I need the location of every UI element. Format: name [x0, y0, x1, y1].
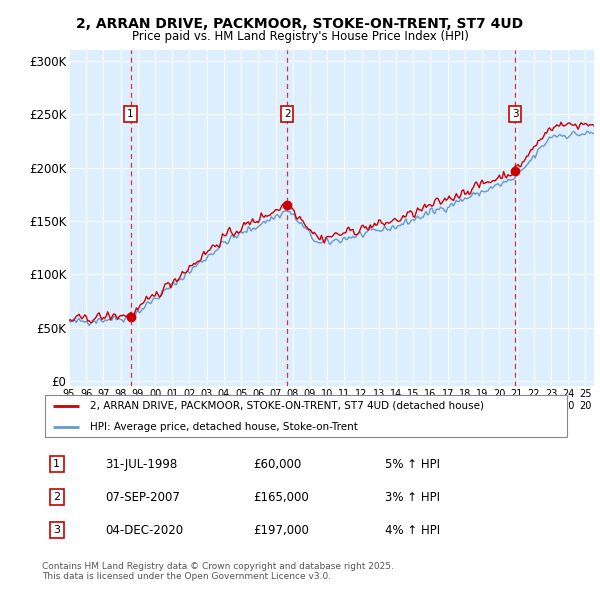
- Text: £165,000: £165,000: [253, 490, 309, 504]
- Text: 3: 3: [512, 109, 518, 119]
- Text: 1: 1: [127, 109, 134, 119]
- Text: 3% ↑ HPI: 3% ↑ HPI: [385, 490, 440, 504]
- Text: Contains HM Land Registry data © Crown copyright and database right 2025.
This d: Contains HM Land Registry data © Crown c…: [42, 562, 394, 581]
- Text: 2, ARRAN DRIVE, PACKMOOR, STOKE-ON-TRENT, ST7 4UD: 2, ARRAN DRIVE, PACKMOOR, STOKE-ON-TRENT…: [76, 17, 524, 31]
- Text: Price paid vs. HM Land Registry's House Price Index (HPI): Price paid vs. HM Land Registry's House …: [131, 30, 469, 43]
- Text: 04-DEC-2020: 04-DEC-2020: [106, 523, 184, 537]
- Text: 2: 2: [53, 492, 61, 502]
- Text: 1: 1: [53, 459, 60, 469]
- Text: 07-SEP-2007: 07-SEP-2007: [106, 490, 180, 504]
- Text: 3: 3: [53, 525, 60, 535]
- Text: 2, ARRAN DRIVE, PACKMOOR, STOKE-ON-TRENT, ST7 4UD (detached house): 2, ARRAN DRIVE, PACKMOOR, STOKE-ON-TRENT…: [89, 401, 484, 411]
- Text: 4% ↑ HPI: 4% ↑ HPI: [385, 523, 440, 537]
- FancyBboxPatch shape: [44, 395, 568, 437]
- Text: 5% ↑ HPI: 5% ↑ HPI: [385, 457, 440, 471]
- Text: £197,000: £197,000: [253, 523, 309, 537]
- Text: 2: 2: [284, 109, 290, 119]
- Text: 31-JUL-1998: 31-JUL-1998: [106, 457, 178, 471]
- Text: £60,000: £60,000: [253, 457, 301, 471]
- Text: HPI: Average price, detached house, Stoke-on-Trent: HPI: Average price, detached house, Stok…: [89, 422, 358, 432]
